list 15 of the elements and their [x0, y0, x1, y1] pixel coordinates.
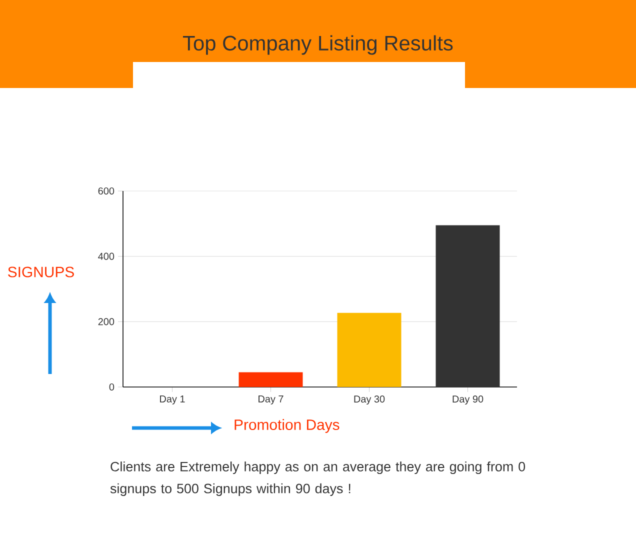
text: Clients are Extremely happy as on an average they are going from 0 signups to 500 Signups within 90 days ! [110, 462, 526, 496]
y-axis-title: SIGNUPS [8, 266, 74, 278]
y-tick-label: 0 [109, 383, 114, 391]
bar [436, 225, 500, 387]
x-tick-label: Day 1 [160, 396, 185, 404]
bar [238, 372, 303, 387]
x-tick-label: Day 30 [354, 396, 385, 405]
x-axis-title: Promotion Days [234, 419, 340, 433]
y-tick-label: 400 [98, 252, 114, 260]
chart-title: Top Company Listing Results [182, 35, 453, 55]
y-tick-label: 600 [98, 187, 114, 195]
x-tick-label: Day 7 [258, 396, 284, 404]
y-tick-label: 200 [98, 318, 114, 326]
x-tick-label: Day 90 [452, 396, 484, 405]
bar [337, 312, 402, 387]
